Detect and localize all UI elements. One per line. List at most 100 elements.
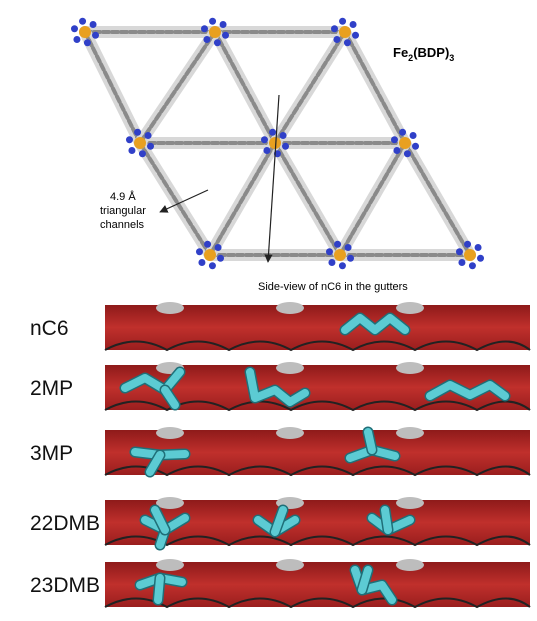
- framework-lattice: [70, 17, 485, 270]
- pore-highlight: [396, 362, 424, 374]
- nitrogen: [393, 146, 401, 154]
- linker: [83, 30, 142, 145]
- molecule: [426, 381, 509, 400]
- view-arrow: [264, 94, 280, 263]
- row-label: 22DMB: [30, 512, 100, 535]
- molecule: [246, 368, 309, 406]
- molecule: [364, 428, 376, 454]
- nitrogen: [477, 254, 485, 262]
- nitrogen: [92, 31, 100, 39]
- nitrogen: [468, 262, 476, 270]
- nitrogen: [214, 244, 222, 252]
- nitrogen: [352, 31, 360, 39]
- formula-sub: 2: [408, 53, 413, 63]
- nitrogen: [89, 21, 97, 29]
- side-view-caption: Side-view of nC6 in the gutters: [258, 281, 408, 293]
- nitrogen: [138, 150, 146, 158]
- nitrogen: [279, 132, 287, 140]
- nitrogen: [263, 146, 271, 154]
- pore-highlight: [396, 302, 424, 314]
- nitrogen: [195, 248, 203, 256]
- formula-part: Fe: [393, 45, 408, 60]
- nitrogen: [347, 254, 355, 262]
- molecule: [271, 506, 287, 536]
- pore-highlight: [396, 427, 424, 439]
- nitrogen: [409, 132, 417, 140]
- nitrogen: [403, 150, 411, 158]
- molecule: [358, 566, 372, 594]
- iron: [464, 249, 476, 261]
- nitrogen: [79, 17, 87, 25]
- row-label: 23DMB: [30, 574, 100, 597]
- rows: nC6 2MP 3MP 22DMB 23DMB: [30, 302, 531, 609]
- linker: [213, 30, 277, 145]
- iron: [134, 137, 146, 149]
- row-label: 2MP: [30, 377, 73, 400]
- pore-highlight: [156, 559, 184, 571]
- nitrogen: [134, 128, 142, 136]
- channel-note: triangular: [100, 205, 146, 217]
- pore-highlight: [156, 427, 184, 439]
- molecule: [351, 566, 396, 604]
- molecule: [341, 314, 409, 334]
- nitrogen: [200, 25, 208, 33]
- formula-sub: 3: [449, 53, 454, 63]
- nitrogen: [213, 39, 221, 47]
- molecule: [121, 368, 184, 394]
- iron: [399, 137, 411, 149]
- channel-note: 4.9 Å: [110, 190, 136, 203]
- nitrogen: [260, 136, 268, 144]
- nitrogen: [217, 254, 225, 262]
- linker: [138, 30, 217, 145]
- pore-highlight: [276, 302, 304, 314]
- linker: [403, 141, 472, 257]
- nitrogen: [399, 128, 407, 136]
- nitrogen: [455, 248, 463, 256]
- nitrogen: [198, 258, 206, 266]
- nitrogen: [339, 17, 347, 25]
- channel-arrow: [159, 189, 209, 213]
- nitrogen: [338, 262, 346, 270]
- nitrogen: [222, 31, 230, 39]
- linker: [273, 141, 342, 257]
- molecule: [146, 451, 164, 476]
- nitrogen: [128, 146, 136, 154]
- channel-note: channels: [100, 219, 145, 231]
- nitrogen: [125, 136, 133, 144]
- pore-highlight: [396, 497, 424, 509]
- linker: [208, 141, 277, 257]
- formula-part: (BDP): [413, 45, 449, 60]
- iron: [334, 249, 346, 261]
- pore-highlight: [276, 559, 304, 571]
- iron: [269, 137, 281, 149]
- nitrogen: [208, 262, 216, 270]
- nitrogen: [204, 240, 212, 248]
- iron: [339, 26, 351, 38]
- iron: [209, 26, 221, 38]
- nitrogen: [73, 35, 81, 43]
- molecule: [154, 574, 164, 604]
- linker: [338, 141, 407, 257]
- linker: [343, 30, 407, 145]
- nitrogen: [330, 25, 338, 33]
- row-label: nC6: [30, 317, 69, 340]
- nitrogen: [219, 21, 227, 29]
- pore-highlight: [276, 362, 304, 374]
- nitrogen: [334, 240, 342, 248]
- nitrogen: [269, 128, 277, 136]
- nitrogen: [203, 35, 211, 43]
- pore-edge: [104, 465, 531, 477]
- nitrogen: [390, 136, 398, 144]
- pore-edge: [104, 340, 531, 352]
- pore-edge: [104, 597, 531, 609]
- linker: [138, 141, 212, 257]
- iron: [204, 249, 216, 261]
- pore-highlight: [396, 559, 424, 571]
- pore-edge: [104, 535, 531, 547]
- formula: Fe2(BDP)3: [393, 45, 454, 63]
- nitrogen: [412, 142, 420, 150]
- pore-highlight: [156, 302, 184, 314]
- nitrogen: [328, 258, 336, 266]
- molecule: [381, 506, 392, 534]
